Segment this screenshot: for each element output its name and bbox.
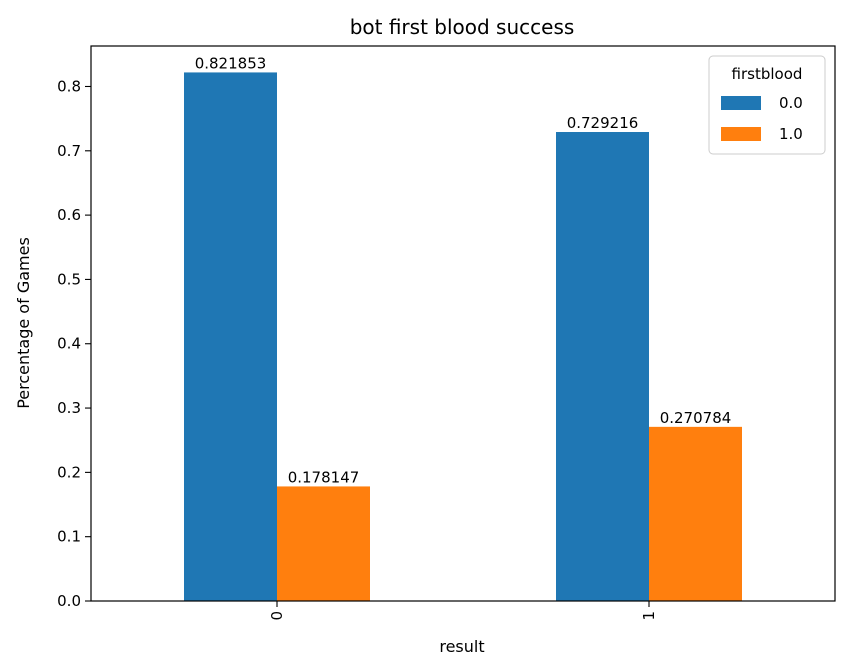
y-axis-label: Percentage of Games (14, 237, 33, 409)
chart-title: bot first blood success (350, 15, 575, 39)
legend-label-1: 1.0 (779, 125, 803, 143)
data-label: 0.729216 (567, 114, 639, 132)
y-tick-label: 0.0 (57, 592, 81, 610)
y-tick-label: 0.6 (57, 206, 81, 224)
bar-series-0-cat-0 (184, 72, 277, 602)
legend-label-0: 0.0 (779, 94, 803, 112)
data-label: 0.270784 (660, 409, 732, 427)
y-tick-label: 0.1 (57, 528, 81, 546)
axes-frame (90, 45, 836, 602)
y-tick-label: 0.2 (57, 463, 81, 481)
bar-series-1-cat-0 (277, 486, 370, 601)
data-label: 0.178147 (288, 468, 360, 486)
plot-area: 0.821853 0.729216 0.178147 0.270784 0.0 0.1 0.… (57, 45, 836, 621)
legend-swatch-0 (721, 96, 761, 110)
x-axis-label: result (439, 637, 484, 656)
legend: firstblood 0.0 1.0 (708, 55, 826, 155)
bar-series-0-cat-1 (556, 132, 649, 601)
legend-title: firstblood (732, 65, 803, 83)
x-tick-label: 1 (640, 611, 658, 621)
y-tick-label: 0.3 (57, 399, 81, 417)
bar-series-1-cat-1 (649, 426, 742, 601)
data-label: 0.821853 (195, 54, 267, 72)
x-tick-label: 0 (268, 611, 286, 621)
legend-swatch-1 (721, 127, 761, 141)
y-tick-label: 0.7 (57, 142, 81, 160)
y-tick-label: 0.5 (57, 270, 81, 288)
y-tick-label: 0.8 (57, 77, 81, 95)
y-tick-label: 0.4 (57, 335, 81, 353)
